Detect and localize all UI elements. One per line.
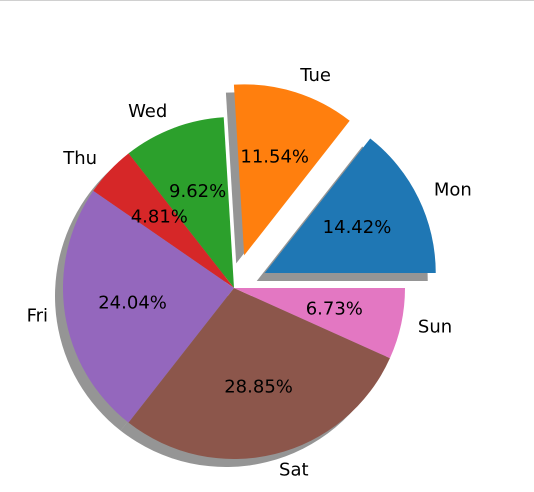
slice-sun <box>234 288 405 359</box>
label-sat: Sat <box>279 460 309 481</box>
label-thu: Thu <box>62 148 97 169</box>
category-labels: Mon Tue Wed Thu Fri Sat Sun <box>27 65 472 481</box>
pie-slices <box>62 84 436 459</box>
label-wed: Wed <box>128 101 167 122</box>
label-tue: Tue <box>299 65 331 86</box>
percent-mon: 14.42% <box>323 217 392 238</box>
label-fri: Fri <box>27 305 48 326</box>
slice-fri <box>62 190 234 423</box>
slice-thu <box>93 153 235 288</box>
slice-tue <box>233 84 350 256</box>
slice-mon <box>264 138 436 274</box>
percent-thu: 4.81% <box>131 207 188 228</box>
label-sun: Sun <box>418 316 452 337</box>
percent-sat: 28.85% <box>224 377 293 398</box>
label-mon: Mon <box>434 180 472 201</box>
percent-labels: 14.42% 11.54% 9.62% 4.81% 24.04% 28.85% 6.73% <box>98 146 391 397</box>
slice-wed <box>128 117 234 289</box>
percent-tue: 11.54% <box>240 146 309 167</box>
percent-fri: 24.04% <box>98 292 167 313</box>
percent-sun: 6.73% <box>306 299 363 320</box>
slice-sat <box>128 288 390 459</box>
percent-wed: 9.62% <box>169 181 226 202</box>
